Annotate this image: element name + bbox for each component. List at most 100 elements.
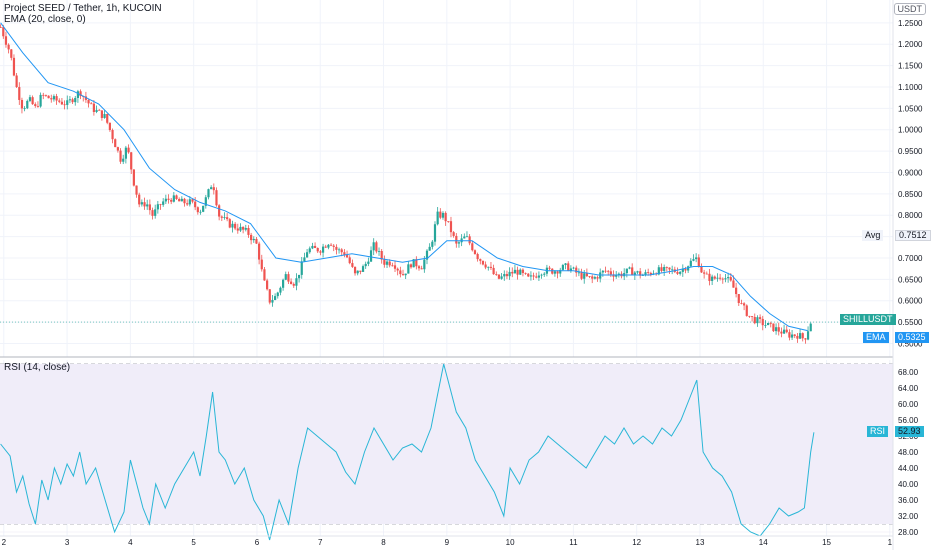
candle-body — [87, 99, 90, 104]
candle-body — [188, 199, 191, 205]
candle-body — [247, 227, 250, 235]
price-tick-label: 0.8000 — [898, 211, 923, 220]
ema-tag-value: 0.5325 — [895, 331, 929, 343]
candle-body — [396, 268, 399, 271]
candle-body — [399, 270, 402, 275]
candle-body — [729, 277, 732, 281]
avg-tag-label: Avg — [862, 230, 884, 242]
x-tick-label: 14 — [759, 538, 768, 547]
candle-body — [18, 87, 21, 100]
candle-body — [159, 204, 162, 206]
candle-body — [753, 316, 756, 324]
candle-body — [289, 281, 293, 284]
rsi-tick-label: 56.00 — [898, 416, 919, 425]
candle-body — [367, 261, 370, 264]
candle-body — [268, 289, 271, 303]
candle-body — [348, 257, 351, 264]
candle-body — [676, 271, 679, 274]
candle-body — [321, 246, 325, 253]
candle-body — [500, 276, 503, 279]
candle-body — [154, 209, 157, 216]
candle-body — [215, 190, 218, 206]
candle-body — [527, 273, 530, 277]
candle-body — [703, 272, 706, 274]
candle-body — [660, 267, 663, 271]
candle-body — [716, 277, 719, 279]
candle-body — [508, 271, 511, 277]
candle-body — [684, 269, 687, 271]
candle-body — [633, 272, 636, 276]
candle-body — [766, 322, 770, 326]
candle-body — [284, 274, 287, 280]
rsi-legend[interactable]: RSI (14, close) — [4, 362, 71, 373]
candle-body — [705, 273, 708, 275]
candle-body — [76, 91, 80, 98]
x-tick-label: 5 — [191, 538, 196, 547]
candle-body — [119, 150, 122, 162]
candle-body — [455, 235, 458, 244]
candle-body — [769, 322, 772, 324]
candle-body — [308, 248, 311, 253]
candle-body — [588, 276, 591, 277]
candle-body — [535, 276, 538, 278]
rsi-y-tick-labels: 28.0032.0036.0040.0044.0048.0052.0056.00… — [898, 368, 919, 537]
candle-body — [612, 274, 615, 277]
candle-body — [452, 232, 455, 236]
candle-body — [175, 195, 178, 199]
candle-body — [777, 327, 780, 332]
candle-body — [695, 257, 698, 260]
candle-body — [393, 265, 397, 269]
candle-body — [447, 221, 450, 222]
candle-body — [103, 113, 106, 118]
candle-body — [52, 96, 56, 100]
candle-body — [708, 273, 711, 281]
candle-body — [42, 94, 45, 96]
candle-body — [156, 204, 159, 210]
candle-body — [782, 329, 786, 334]
ema-tag-label: EMA — [863, 331, 889, 343]
candle-body — [202, 205, 205, 212]
candle-body — [583, 273, 586, 279]
candle-body — [559, 269, 562, 274]
candle-body — [711, 276, 714, 281]
candle-body — [164, 198, 167, 202]
candle-body — [790, 334, 794, 338]
candle-body — [431, 241, 434, 247]
candle-body — [404, 273, 407, 276]
candle-body — [521, 269, 525, 273]
candle-body — [639, 271, 642, 276]
chart-title[interactable]: Project SEED / Tether, 1h, KUCOIN — [4, 3, 162, 14]
candle-body — [737, 294, 740, 304]
candle-body — [39, 94, 42, 107]
candle-body — [170, 199, 173, 202]
candle-body — [361, 266, 365, 272]
candle-body — [172, 195, 175, 202]
candle-body — [644, 272, 647, 276]
currency-badge[interactable]: USDT — [893, 3, 926, 15]
x-tick-label: 9 — [445, 538, 450, 547]
rsi-tick-label: 64.00 — [898, 384, 919, 393]
candle-body — [199, 211, 202, 213]
x-tick-label: 7 — [318, 538, 323, 547]
ema-legend[interactable]: EMA (20, close, 0) — [4, 14, 86, 25]
avg-tag-value: 0.7512 — [895, 230, 931, 242]
candle-body — [420, 268, 423, 270]
candle-body — [63, 104, 66, 106]
x-tick-label: 15 — [822, 538, 831, 547]
candle-body — [540, 274, 543, 276]
candle-body — [274, 296, 277, 300]
candle-body — [503, 274, 506, 277]
candle-body — [167, 198, 170, 200]
candle-body — [591, 276, 594, 279]
candle-body — [255, 238, 258, 244]
price-tick-label: 0.6500 — [898, 275, 923, 284]
candle-body — [335, 246, 338, 250]
x-tick-label: 13 — [696, 538, 705, 547]
candle-body — [210, 187, 213, 190]
candle-body — [529, 275, 533, 277]
candle-body — [220, 216, 223, 218]
price-y-tick-labels: 0.50000.55000.60000.65000.70000.75000.80… — [898, 19, 923, 349]
price-tick-label: 0.8500 — [898, 190, 923, 199]
candle-body — [401, 274, 405, 276]
candle-body — [473, 250, 477, 255]
